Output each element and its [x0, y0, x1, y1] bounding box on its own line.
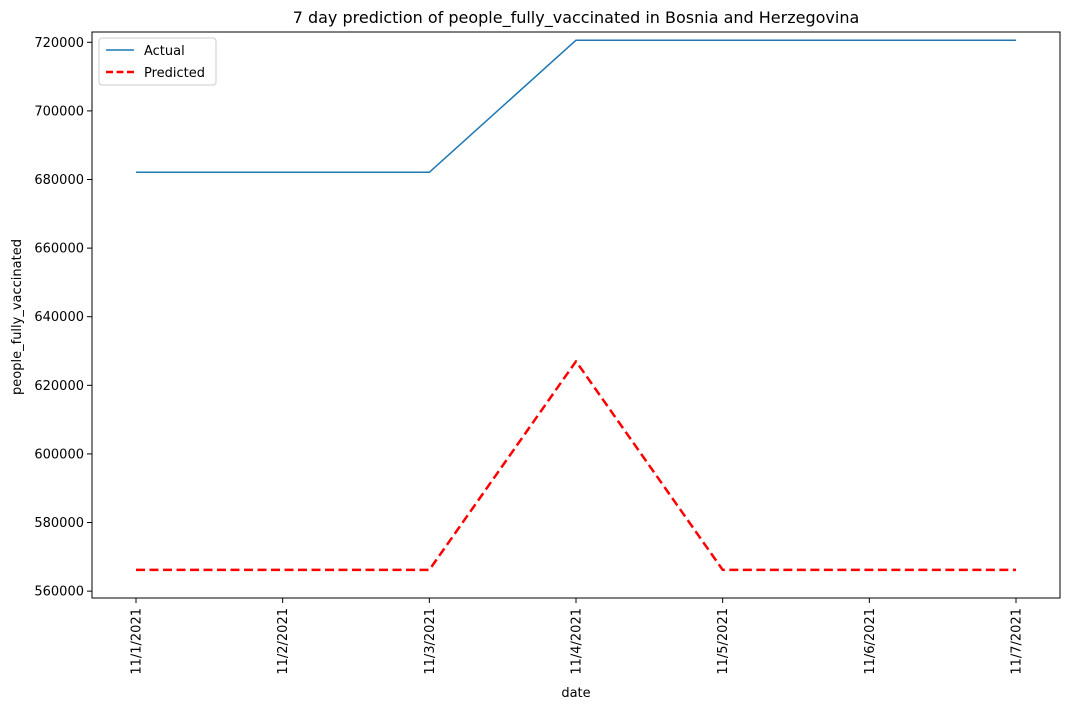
x-axis-label: date — [561, 686, 590, 701]
y-axis-ticks: 560000 580000 600000 620000 640000 660000 6800… — [34, 36, 92, 600]
legend-predicted-label: Predicted — [144, 66, 205, 81]
series-line-actual — [136, 39, 1016, 174]
y-tick-label: 720000 — [34, 36, 84, 51]
y-tick-label: 580000 — [34, 516, 84, 531]
plot-area: 560000 580000 600000 620000 640000 660000 6800… — [34, 31, 1061, 675]
y-tick-label: 620000 — [34, 379, 84, 394]
x-tick-label: 11/6/2021 — [863, 608, 878, 675]
legend: Actual Predicted — [98, 37, 217, 86]
x-tick-label: 11/1/2021 — [130, 608, 145, 675]
series-line-predicted — [136, 360, 1016, 572]
series-lines — [136, 39, 1016, 572]
y-tick-label: 660000 — [34, 242, 84, 257]
y-tick-label: 560000 — [34, 585, 84, 600]
x-tick-label: 11/2/2021 — [276, 608, 291, 675]
plot-frame — [91, 31, 1061, 599]
y-tick-label: 680000 — [34, 173, 84, 188]
y-tick-label: 700000 — [34, 104, 84, 119]
x-tick-label: 11/3/2021 — [423, 608, 438, 675]
legend-actual-label: Actual — [144, 44, 185, 59]
x-tick-label: 11/4/2021 — [570, 608, 585, 675]
x-tick-label: 11/5/2021 — [716, 608, 731, 675]
x-axis-ticks: 11/1/2021 11/2/2021 11/3/2021 11/4/2021 11/5… — [130, 598, 1025, 675]
y-tick-label: 600000 — [34, 447, 84, 462]
y-axis-label: people_fully_vaccinated — [10, 239, 25, 395]
chart-title: 7 day prediction of people_fully_vaccina… — [293, 8, 860, 28]
x-tick-label: 11/7/2021 — [1010, 608, 1025, 675]
y-tick-label: 640000 — [34, 310, 84, 325]
